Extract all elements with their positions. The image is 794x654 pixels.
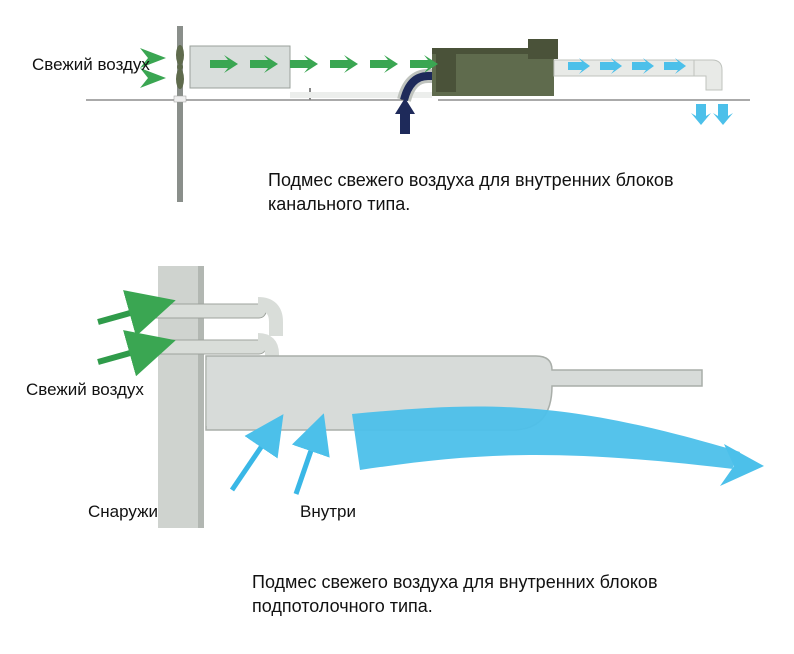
label-outside: Снаружи — [88, 502, 158, 522]
return-arrows — [232, 434, 316, 494]
label-fresh-air-top: Свежий воздух — [32, 55, 150, 75]
diffuser-arrows — [691, 104, 733, 125]
diagram-bottom — [98, 266, 764, 528]
intake-box — [190, 46, 290, 88]
ducted-unit — [432, 39, 558, 96]
return-arrow — [395, 98, 415, 134]
label-inside: Внутри — [300, 502, 356, 522]
supply-swoosh — [352, 406, 742, 478]
fan-icon — [176, 45, 184, 89]
elbow — [694, 60, 722, 90]
caption-top: Подмес свежего воздуха для внутренних бл… — [268, 168, 708, 217]
supply-pipes — [134, 304, 276, 360]
label-fresh-air-bottom: Свежий воздух — [26, 380, 144, 400]
caption-bottom: Подмес свежего воздуха для внутренних бл… — [252, 570, 712, 619]
